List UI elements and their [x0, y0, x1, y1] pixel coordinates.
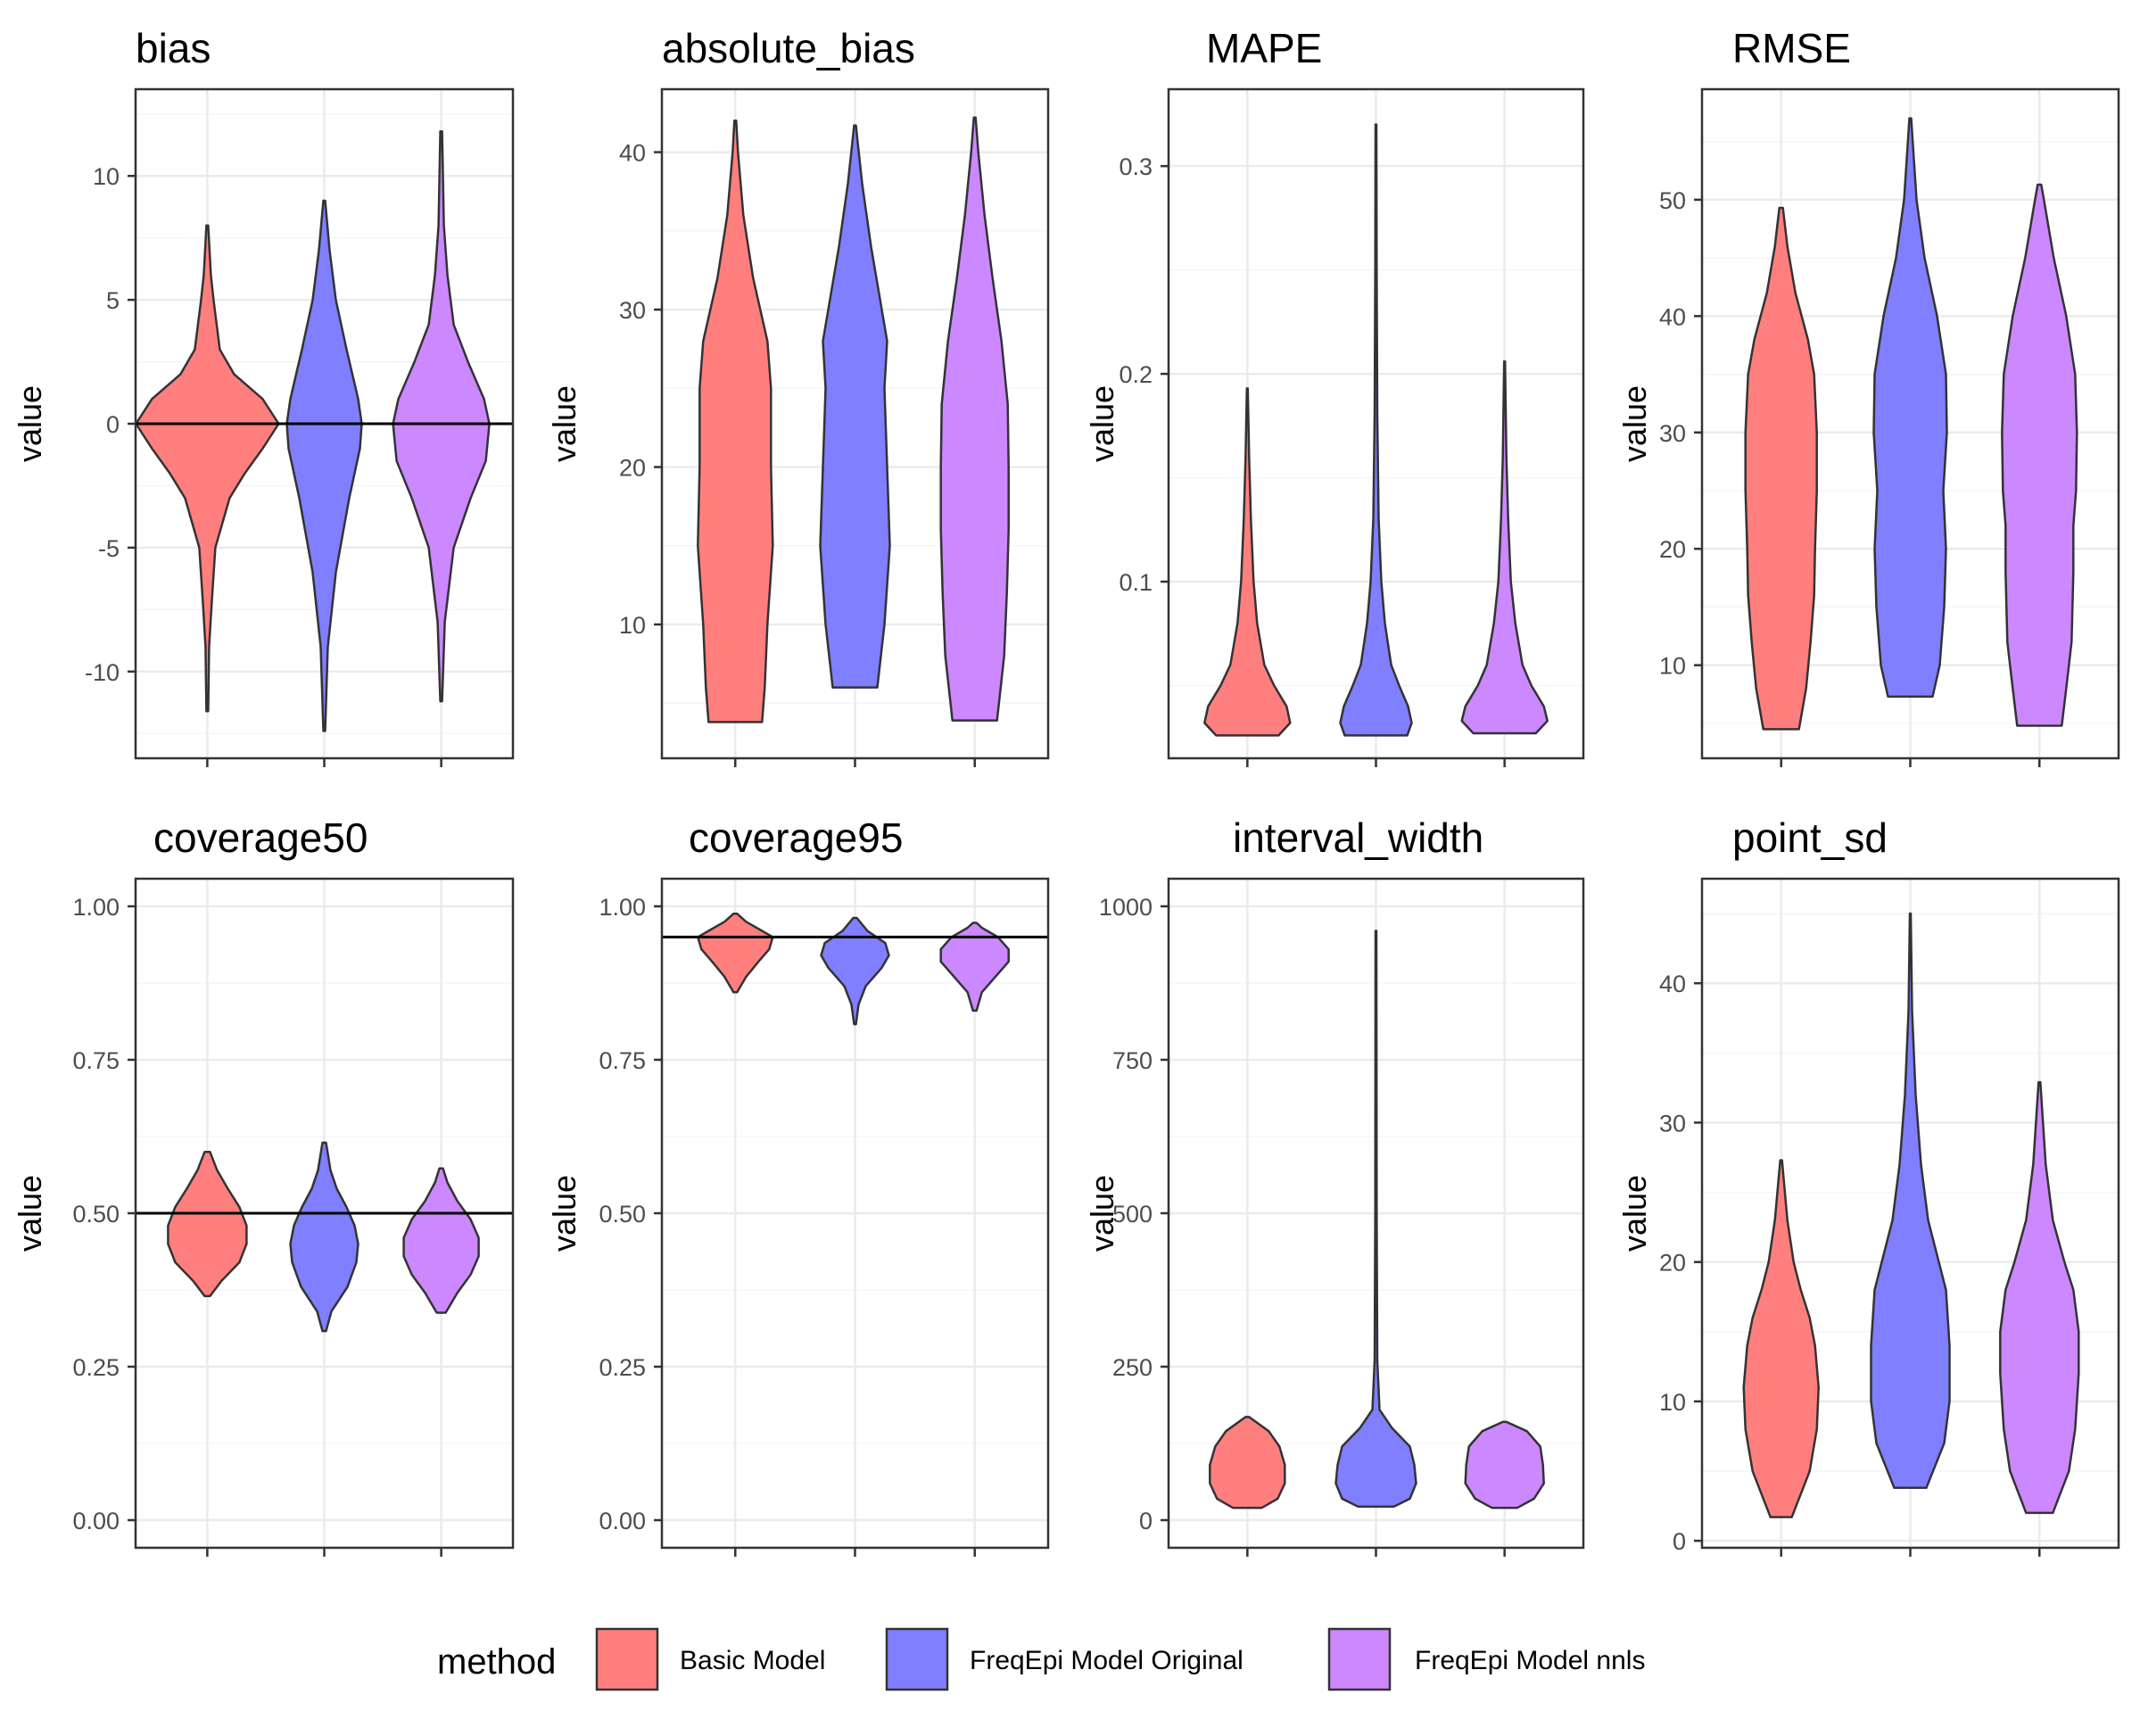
violin-freqepi-nnls: [939, 922, 1010, 1013]
violin-freqepi-nnls: [1460, 360, 1549, 735]
violin-freqepi-original: [820, 916, 890, 1026]
y-tick-label: 20: [1659, 1250, 1686, 1277]
legend-title: method: [437, 1642, 556, 1682]
y-tick-label: 10: [619, 612, 646, 639]
y-tick-label: 0.3: [1119, 153, 1153, 180]
y-axis-label: value: [546, 1175, 583, 1252]
panel-title: RMSE: [1732, 25, 1851, 71]
y-tick-label: 5: [106, 287, 120, 314]
violin-basic-model: [697, 912, 774, 994]
panel-title: bias: [136, 25, 211, 71]
y-tick-label: 0.75: [599, 1047, 646, 1074]
panel-bias: -10 -5 0 5 10 value bias: [12, 25, 515, 767]
violin-basic-model: [697, 120, 774, 723]
violin-basic-model: [135, 224, 280, 713]
panel-RMSE: 10 20 30 40 50 value RMSE: [1616, 25, 2120, 767]
y-tick-label: 30: [619, 297, 646, 324]
panel-title: interval_width: [1233, 814, 1483, 861]
y-tick-label: 20: [1659, 536, 1686, 563]
y-tick-label: 0.2: [1119, 361, 1153, 388]
y-tick-label: 250: [1112, 1354, 1153, 1381]
violin-freqepi-nnls: [1999, 1080, 2080, 1515]
y-tick-label: 40: [1659, 303, 1686, 330]
legend-label-freqepi-nnls: FreqEpi Model nnls: [1415, 1646, 1645, 1675]
violin-freqepi-nnls: [402, 1167, 480, 1314]
violin-freqepi-original: [1872, 117, 1948, 699]
violin-freqepi-original: [289, 1141, 359, 1333]
y-tick-label: 0.50: [72, 1201, 120, 1228]
y-tick-label: 10: [1659, 653, 1686, 680]
panels: -10 -5 0 5 10 value bias 10 20 30 40 value absolute_…: [12, 25, 2120, 1557]
y-tick-label: 0.00: [599, 1508, 646, 1534]
y-tick-label: 0.25: [599, 1354, 646, 1381]
panel-title: coverage95: [689, 814, 903, 861]
legend-label-freqepi-original: FreqEpi Model Original: [970, 1646, 1244, 1675]
y-axis-label: value: [546, 385, 583, 462]
panel-absolute-bias: 10 20 30 40 value absolute_bias: [546, 25, 1050, 767]
panel-title: point_sd: [1732, 814, 1888, 861]
legend: method Basic Model FreqEpi Model Origina…: [437, 1627, 1645, 1691]
violin-freqepi-nnls: [392, 129, 491, 703]
y-tick-label: 0.00: [72, 1508, 120, 1534]
y-tick-label: 30: [1659, 1110, 1686, 1137]
legend-key-basic-model: [595, 1627, 659, 1691]
panel-coverage50: 0.00 0.25 0.50 0.75 1.00 value coverage50: [12, 814, 515, 1557]
y-tick-label: 30: [1659, 420, 1686, 447]
y-tick-label: 0.1: [1119, 569, 1153, 596]
violin-basic-model: [1742, 1159, 1820, 1518]
y-tick-label: 0.25: [72, 1354, 120, 1381]
panel-title: MAPE: [1206, 25, 1322, 71]
panel-interval-width: 0 250 500 750 1000 value interval_width: [1084, 814, 1585, 1557]
violin-freqepi-original: [1870, 912, 1951, 1490]
violin-freqepi-original: [285, 199, 363, 732]
y-tick-label: 10: [93, 163, 120, 190]
panel-title: coverage50: [153, 814, 368, 861]
violin-freqepi-original: [1339, 123, 1413, 737]
violin-freqepi-nnls: [2001, 183, 2078, 727]
y-tick-label: 50: [1659, 187, 1686, 214]
y-tick-label: 10: [1659, 1389, 1686, 1416]
violin-basic-model: [1203, 387, 1292, 737]
y-tick-label: 1.00: [599, 894, 646, 921]
y-axis-label: value: [12, 1175, 48, 1252]
legend-label-basic-model: Basic Model: [680, 1646, 825, 1675]
y-axis-label: value: [1084, 1175, 1120, 1252]
legend-key-freqepi-original: [885, 1627, 949, 1691]
y-tick-label: 0.75: [72, 1047, 120, 1074]
violin-basic-model: [167, 1150, 248, 1298]
violin-freqepi-original: [1334, 930, 1417, 1509]
panel-coverage95: 0.00 0.25 0.50 0.75 1.00 value coverage95: [546, 814, 1050, 1557]
y-tick-label: -5: [98, 535, 120, 562]
y-tick-label: 0: [1139, 1508, 1153, 1534]
violin-freqepi-nnls: [1464, 1420, 1545, 1509]
y-tick-label: 0.50: [599, 1201, 646, 1228]
y-tick-label: 750: [1112, 1047, 1153, 1074]
violin-basic-model: [1744, 206, 1818, 731]
panel-title: absolute_bias: [662, 25, 915, 71]
panel-MAPE: 0.1 0.2 0.3 value MAPE: [1084, 25, 1585, 767]
y-tick-label: 0: [106, 411, 120, 438]
y-axis-label: value: [12, 385, 48, 462]
y-tick-label: 0: [1673, 1528, 1686, 1555]
y-tick-label: -10: [85, 659, 120, 686]
y-tick-label: 40: [1659, 971, 1686, 997]
y-tick-label: 20: [619, 455, 646, 482]
y-tick-label: 1000: [1099, 894, 1153, 921]
y-tick-label: 1.00: [72, 894, 120, 921]
violin-freqepi-original: [819, 124, 891, 689]
y-axis-label: value: [1616, 1175, 1653, 1252]
y-axis-label: value: [1616, 385, 1653, 462]
y-tick-label: 500: [1112, 1201, 1153, 1228]
y-tick-label: 40: [619, 140, 646, 167]
violin-freqepi-nnls: [939, 116, 1010, 722]
y-axis-label: value: [1084, 385, 1120, 462]
legend-key-freqepi-nnls: [1327, 1627, 1392, 1691]
panel-point-sd: 0 10 20 30 40 value point_sd: [1616, 814, 2120, 1557]
violin-basic-model: [1209, 1416, 1286, 1509]
